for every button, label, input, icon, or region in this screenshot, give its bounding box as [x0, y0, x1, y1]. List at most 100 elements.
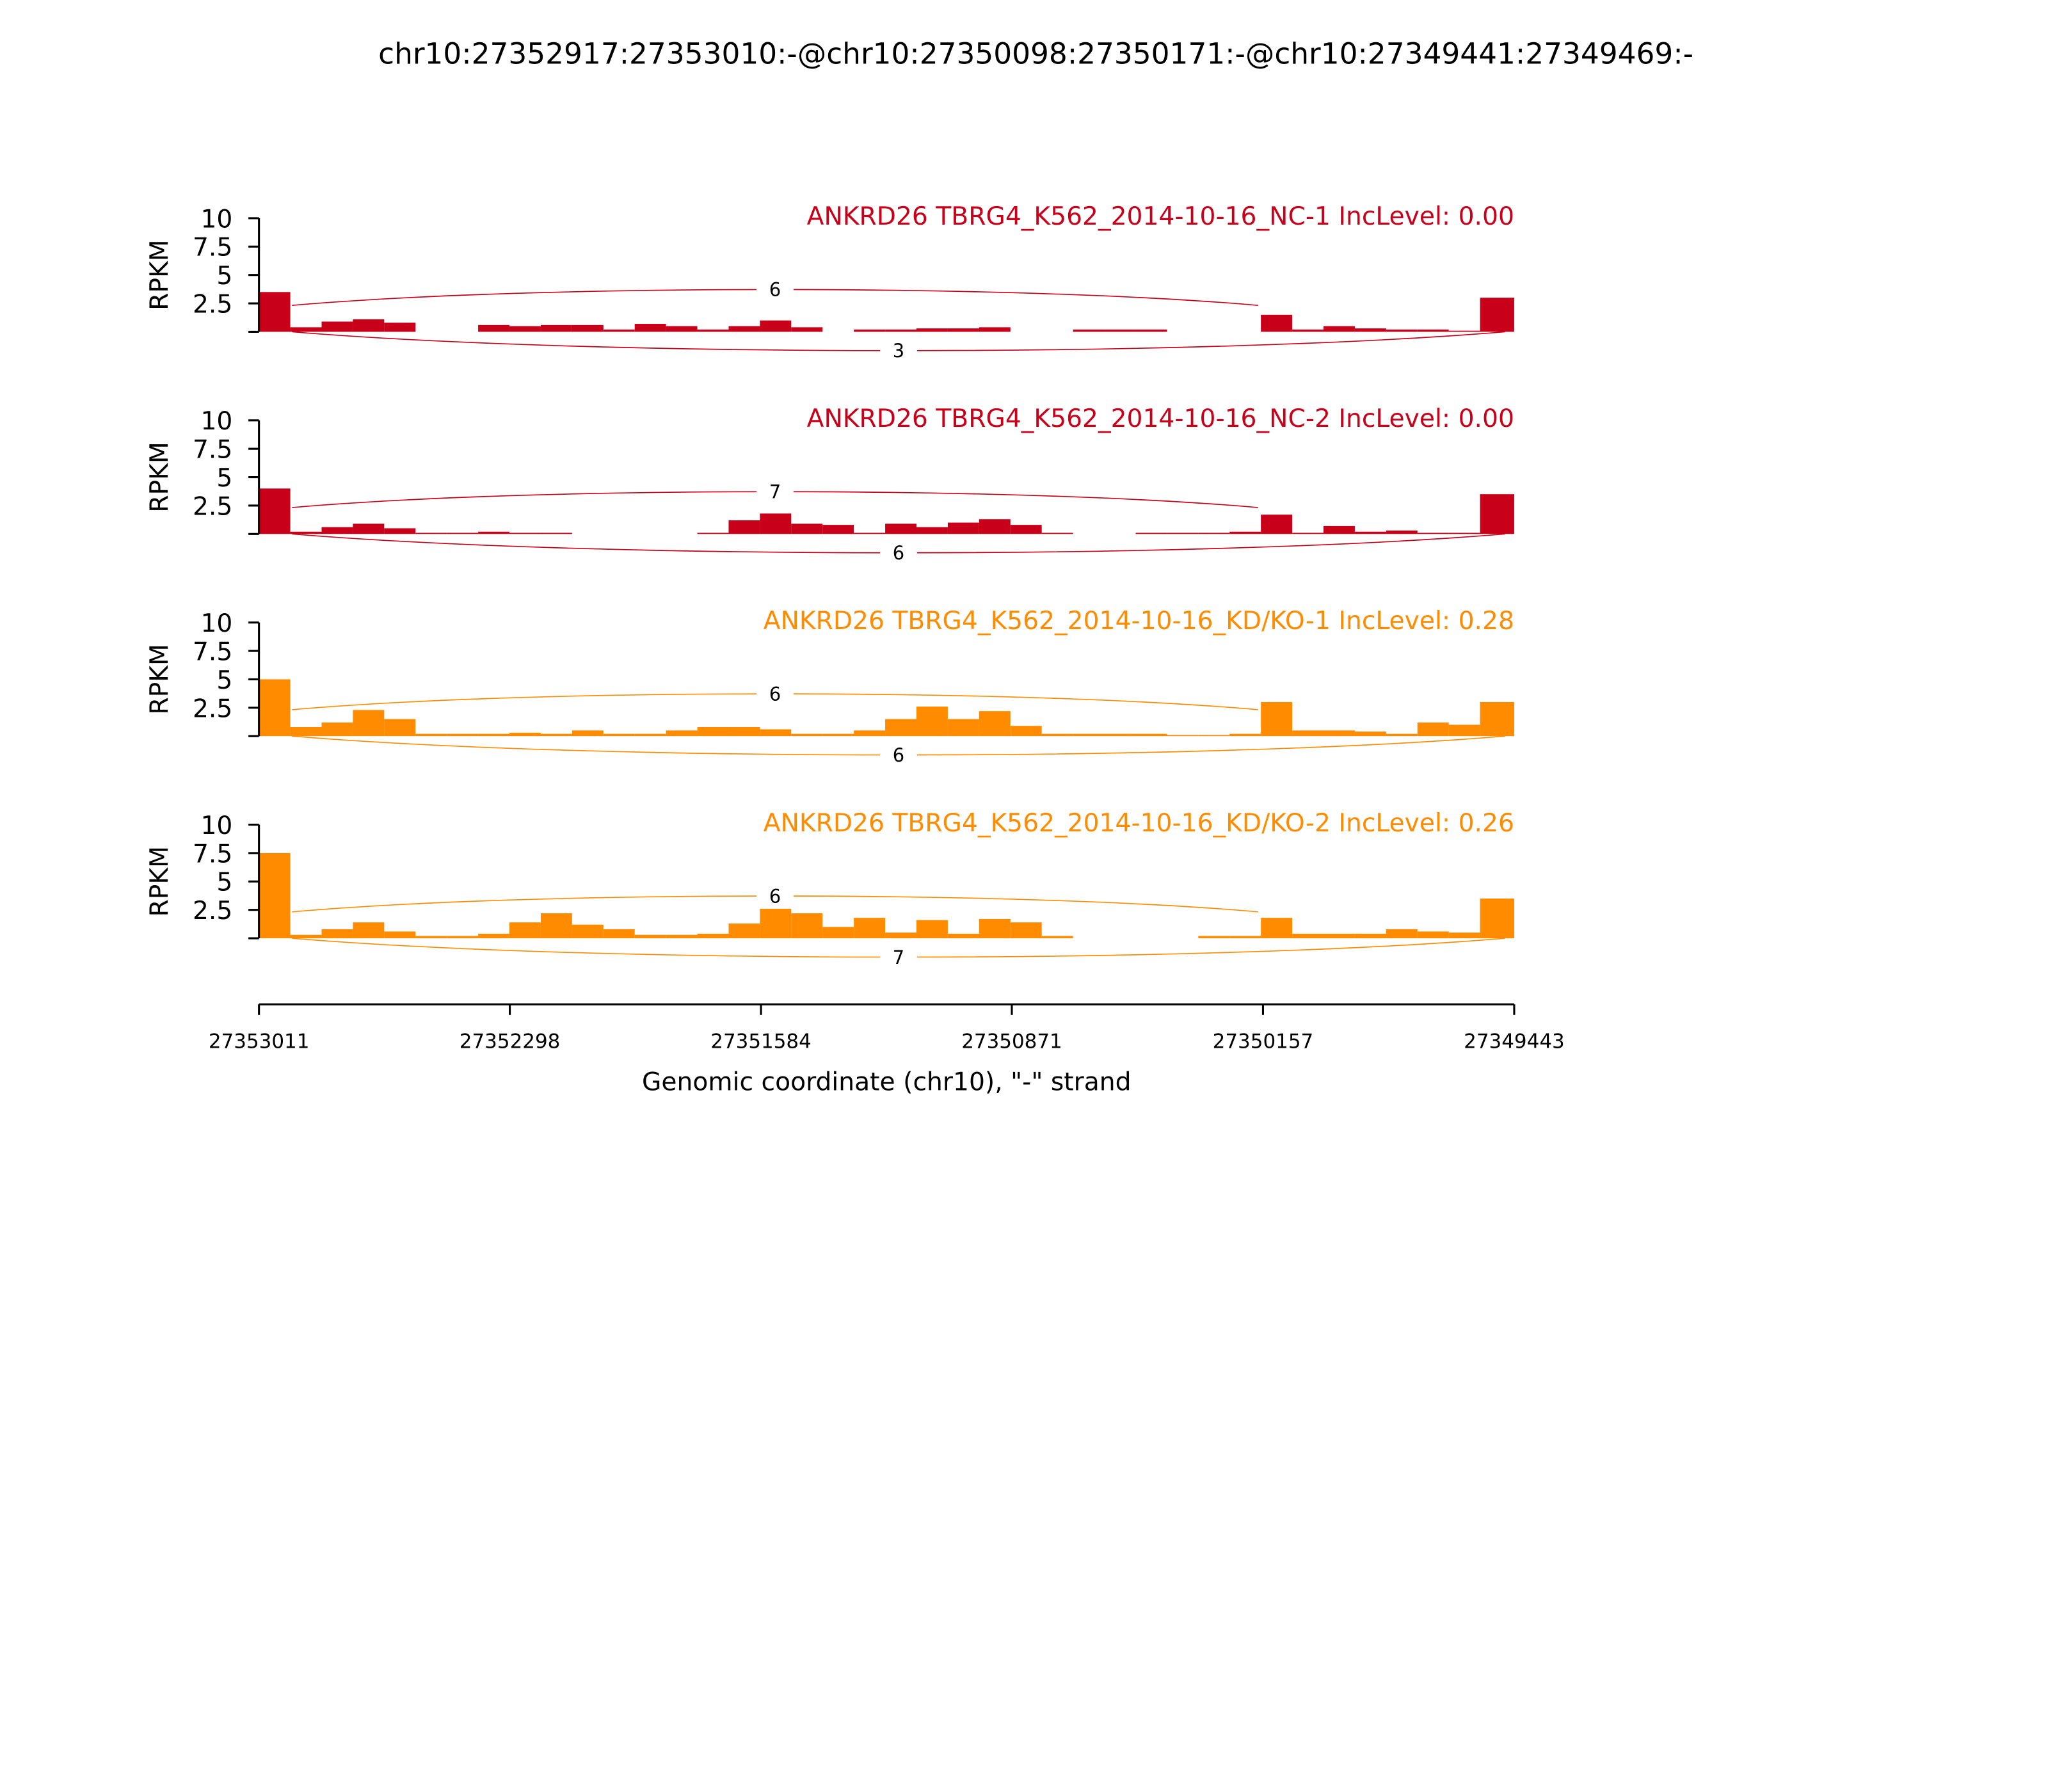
- coverage-bar: [478, 933, 510, 939]
- coverage-bar: [603, 329, 635, 332]
- coverage-bar: [353, 922, 385, 939]
- track-label: ANKRD26 TBRG4_K562_2014-10-16_KD/KO-1 In…: [764, 607, 1514, 636]
- coverage-bar: [1386, 929, 1418, 939]
- y-tick-label: 5: [216, 666, 232, 695]
- coverage-bar: [540, 324, 572, 332]
- coverage-bar: [1292, 329, 1324, 332]
- coverage-bar: [415, 532, 447, 534]
- coverage-bar: [1135, 733, 1167, 737]
- coverage-bar: [509, 922, 541, 939]
- coverage-bar: [979, 711, 1011, 737]
- coverage-bar: [1417, 532, 1449, 534]
- coverage-bar: [384, 931, 416, 939]
- coverage-bar: [697, 726, 729, 737]
- coverage-bar: [822, 525, 854, 534]
- coverage-bar: [1417, 329, 1449, 332]
- coverage-bar: [259, 679, 291, 737]
- coverage-bar: [822, 927, 854, 939]
- coverage-bar: [1041, 532, 1073, 534]
- coverage-bar: [979, 918, 1011, 939]
- y-tick-label: 7.5: [193, 234, 232, 262]
- x-tick-label: 27352298: [460, 1030, 561, 1053]
- coverage-bar: [885, 719, 917, 737]
- coverage-bar: [791, 733, 823, 737]
- coverage-bar: [916, 920, 948, 939]
- coverage-bar: [1010, 525, 1042, 534]
- coverage-bar: [290, 726, 322, 737]
- coverage-bar: [728, 326, 760, 332]
- junction-count-box: [756, 683, 794, 705]
- coverage-bar: [321, 321, 353, 332]
- coverage-bar: [1041, 733, 1073, 737]
- coverage-bar: [1417, 722, 1449, 737]
- coverage-bar: [822, 733, 854, 737]
- junction-count: 6: [769, 885, 781, 907]
- coverage-bar: [1010, 726, 1042, 737]
- y-axis-label: RPKM: [145, 644, 174, 714]
- y-tick-label: 5: [216, 262, 232, 291]
- coverage-bar: [760, 908, 792, 939]
- coverage-bar: [1261, 515, 1293, 534]
- coverage-bar: [478, 531, 510, 534]
- coverage-bar: [666, 730, 698, 737]
- coverage-bar: [509, 732, 541, 737]
- coverage-bar: [1386, 530, 1418, 534]
- coverage-bar: [854, 918, 886, 939]
- junction-count: 6: [769, 683, 781, 705]
- coverage-bar: [979, 519, 1011, 534]
- y-tick-label: 2.5: [193, 694, 232, 723]
- coverage-bar: [791, 327, 823, 332]
- coverage-bar: [1417, 931, 1449, 939]
- coverage-bar: [540, 733, 572, 737]
- y-tick-label: 10: [200, 812, 232, 840]
- coverage-bar: [885, 329, 917, 332]
- coverage-bar: [760, 320, 792, 332]
- coverage-bar: [634, 733, 666, 737]
- coverage-bar: [478, 733, 510, 737]
- coverage-bar: [1104, 329, 1136, 332]
- coverage-bar: [1386, 329, 1418, 332]
- chart-title: chr10:27352917:27353010:-@chr10:27350098…: [378, 36, 1693, 70]
- y-axis-label: RPKM: [145, 442, 174, 512]
- coverage-bar: [791, 913, 823, 939]
- x-tick-label: 27349443: [1464, 1030, 1565, 1053]
- coverage-bar: [1167, 735, 1199, 737]
- coverage-bar: [478, 324, 510, 332]
- x-tick-label: 27351584: [710, 1030, 812, 1053]
- coverage-bar: [1261, 918, 1293, 939]
- junction-count: 7: [893, 947, 904, 968]
- coverage-bar: [1198, 936, 1230, 939]
- coverage-bar: [947, 719, 979, 737]
- coverage-bar: [1354, 531, 1386, 534]
- junction-count-box: [880, 946, 917, 968]
- coverage-bar: [885, 524, 917, 534]
- coverage-bar: [1010, 922, 1042, 939]
- coverage-bar: [1354, 933, 1386, 939]
- junction-count-box: [880, 744, 917, 766]
- track-label: ANKRD26 TBRG4_K562_2014-10-16_NC-1 IncLe…: [807, 202, 1514, 231]
- coverage-bar: [353, 710, 385, 737]
- coverage-bar: [1198, 735, 1230, 737]
- y-tick-label: 7.5: [193, 637, 232, 666]
- coverage-bar: [1480, 898, 1514, 939]
- coverage-bar: [384, 323, 416, 332]
- junction-count: 6: [893, 744, 904, 766]
- coverage-bar: [760, 729, 792, 737]
- coverage-bar: [384, 719, 416, 737]
- coverage-bar: [1324, 525, 1355, 534]
- coverage-bar: [760, 513, 792, 534]
- junction-count-box: [880, 340, 917, 362]
- coverage-bar: [854, 730, 886, 737]
- coverage-bar: [415, 733, 447, 737]
- coverage-bar: [1135, 532, 1167, 534]
- coverage-bar: [353, 319, 385, 332]
- coverage-bar: [1292, 730, 1324, 737]
- coverage-bar: [447, 936, 479, 939]
- y-tick-label: 2.5: [193, 291, 232, 319]
- coverage-bar: [854, 532, 886, 534]
- coverage-bar: [1324, 326, 1355, 332]
- coverage-bar: [321, 722, 353, 737]
- coverage-bar: [1073, 329, 1105, 332]
- coverage-bar: [916, 328, 948, 332]
